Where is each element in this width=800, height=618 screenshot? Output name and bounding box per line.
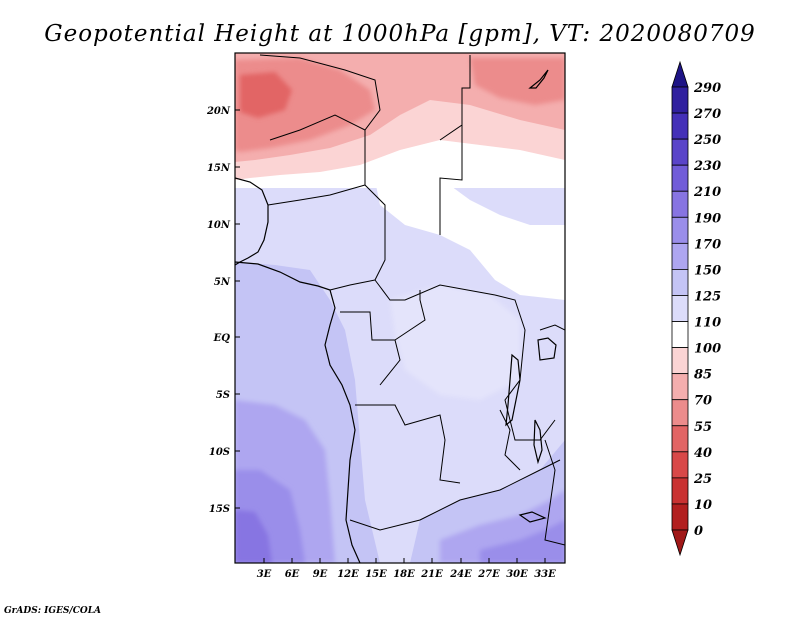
lon-tick-label: 9E: [313, 569, 328, 580]
lon-tick-label: 3E: [257, 569, 272, 580]
lat-tick-label: 20N: [206, 106, 231, 117]
colorbar-cell: [671, 295, 689, 322]
lon-tick-label: 6E: [285, 569, 300, 580]
lat-tick-label: 15N: [207, 163, 231, 174]
colorbar-cell: [671, 86, 689, 114]
lat-tick-label: 15S: [209, 504, 230, 515]
coastline-and-borders: [235, 54, 565, 563]
field-band-190-210-south: [480, 520, 565, 563]
colorbar-label: 150: [694, 263, 721, 278]
colorbar-label: 25: [693, 472, 712, 487]
colorbar-label: 55: [694, 420, 712, 435]
lon-tick-label: 27E: [477, 569, 500, 580]
map-frame: [234, 52, 566, 564]
colorbar-cell: [671, 477, 689, 505]
lon-tick-label: 18E: [393, 569, 415, 580]
colorbar-label: 190: [694, 211, 721, 226]
colorbar-label: 0: [694, 524, 703, 539]
lat-tick-label: 5N: [214, 277, 231, 288]
latitude-axis: 20N 15N 10N 5N EQ 5S 10S 15S: [206, 106, 240, 515]
field-band-55-70: [240, 72, 292, 118]
lat-tick-label: 10N: [207, 220, 231, 231]
lon-tick-label: 30E: [506, 569, 528, 580]
colorbar-label: 40: [694, 446, 712, 461]
colorbar-cell: [671, 503, 689, 531]
colorbar-label: 110: [694, 316, 721, 331]
colorbar-cell: [671, 216, 689, 244]
colorbar-cap-high: [671, 60, 689, 88]
field-band-70-85-east: [470, 58, 565, 105]
lat-tick-label: 5S: [216, 390, 230, 401]
lat-tick-label: 10S: [209, 447, 230, 458]
field-congo-basin: [390, 285, 520, 400]
colorbar-cell: [671, 164, 689, 192]
colorbar-cell: [671, 451, 689, 479]
colorbar-cell: [671, 373, 689, 401]
colorbar-cell: [671, 399, 689, 427]
lon-tick-label: 33E: [534, 569, 556, 580]
colorbar-cell: [671, 112, 689, 140]
colorbar-label: 210: [693, 185, 721, 200]
colorbar-label: 70: [694, 394, 712, 409]
lon-tick-label: 24E: [449, 569, 472, 580]
colorbar-cell: [671, 347, 689, 375]
colorbar-label: 100: [694, 342, 721, 357]
colorbar-label: 85: [694, 368, 712, 383]
colorbar-cell: [671, 425, 689, 453]
colorbar: 2902702502302101901701501251101008570554…: [671, 60, 721, 557]
colorbar-cap-low: [671, 529, 689, 557]
longitude-axis: 3E 6E 9E 12E 15E 18E 21E 24E 27E 30E 33E: [257, 558, 556, 580]
field-band-110-125-east: [375, 178, 565, 300]
colorbar-label: 10: [694, 498, 712, 513]
colorbar-label: 290: [693, 81, 721, 96]
colorbar-label: 250: [693, 133, 721, 148]
map-panel: 20N 15N 10N 5N EQ 5S 10S 15S: [206, 52, 566, 580]
grads-credit: GrADS: IGES/COLA: [4, 606, 101, 616]
lon-tick-label: 12E: [337, 569, 359, 580]
lon-tick-label: 21E: [420, 569, 443, 580]
colorbar-cell: [671, 190, 689, 218]
colorbar-cell: [671, 321, 689, 348]
field-band-210-230-atlantic: [235, 510, 272, 563]
colorbar-label: 125: [694, 289, 721, 304]
height-field: [235, 53, 565, 563]
colorbar-label: 230: [693, 159, 721, 174]
figure-title: Geopotential Height at 1000hPa [gpm], VT…: [44, 21, 756, 47]
colorbar-cell: [671, 269, 689, 296]
lon-tick-label: 15E: [365, 569, 387, 580]
colorbar-label: 270: [693, 107, 721, 122]
colorbar-cell: [671, 242, 689, 270]
lat-tick-label: EQ: [213, 333, 231, 344]
colorbar-label: 170: [694, 237, 721, 252]
colorbar-cell: [671, 138, 689, 166]
